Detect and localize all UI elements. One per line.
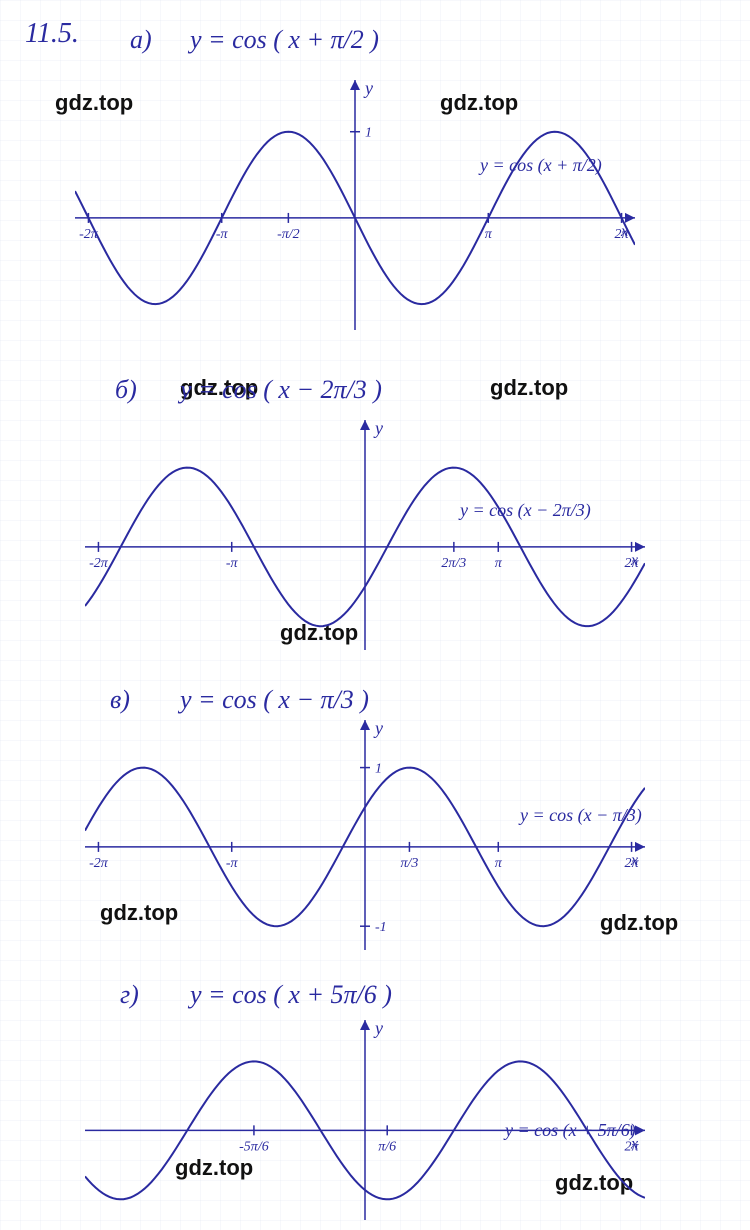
svg-text:-2π: -2π: [89, 556, 109, 571]
svg-text:2π: 2π: [625, 556, 640, 571]
svg-text:-2π: -2π: [89, 856, 109, 871]
svg-text:-π/2: -π/2: [277, 227, 300, 242]
formula: y = cos ( x + 5π/6 ): [190, 980, 392, 1010]
svg-text:π: π: [495, 856, 503, 871]
cosine-chart: yx-2π-π-π/2π2π1: [75, 80, 635, 330]
formula: y = cos ( x + π/2 ): [190, 25, 379, 55]
svg-text:π: π: [485, 227, 493, 242]
svg-text:π: π: [495, 556, 503, 571]
svg-text:-π: -π: [216, 227, 229, 242]
cosine-chart: yx-5π/6π/62π: [85, 1020, 645, 1220]
svg-text:y: y: [373, 420, 383, 438]
svg-text:π/6: π/6: [378, 1139, 396, 1154]
svg-text:y: y: [373, 720, 383, 738]
cosine-chart: yx-2π-π2π/3π2π: [85, 420, 645, 650]
watermark-text: gdz.top: [490, 375, 568, 401]
problem-number: 11.5.: [25, 18, 79, 50]
svg-text:π/3: π/3: [400, 856, 418, 871]
svg-text:-π: -π: [226, 856, 239, 871]
svg-text:y: y: [363, 80, 373, 98]
svg-text:2π: 2π: [625, 856, 640, 871]
cosine-chart: yx-2π-ππ/3π2π1-1: [85, 720, 645, 950]
svg-text:-π: -π: [226, 556, 239, 571]
part-label: в): [110, 685, 130, 715]
svg-text:y: y: [373, 1020, 383, 1038]
svg-text:1: 1: [375, 762, 382, 777]
svg-text:1: 1: [365, 126, 372, 141]
formula: y = cos ( x − 2π/3 ): [180, 375, 382, 405]
part-label: б): [115, 375, 137, 405]
part-label: а): [130, 25, 152, 55]
part-label: г): [120, 980, 139, 1010]
svg-text:2π/3: 2π/3: [441, 556, 466, 571]
svg-text:2π: 2π: [625, 1139, 640, 1154]
formula: y = cos ( x − π/3 ): [180, 685, 369, 715]
svg-text:-5π/6: -5π/6: [239, 1139, 269, 1154]
svg-text:-1: -1: [375, 920, 387, 935]
